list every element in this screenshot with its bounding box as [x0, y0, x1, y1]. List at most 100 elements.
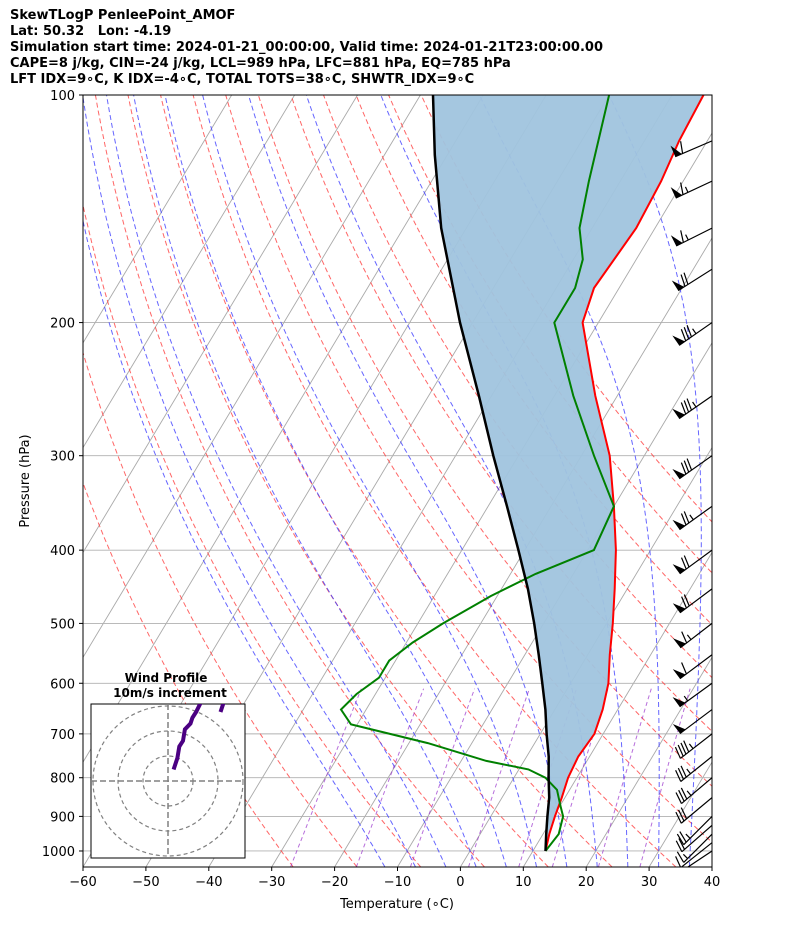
wind-barb-feather: [677, 767, 685, 780]
wind-barb-staff: [678, 455, 712, 480]
wind-barb: [674, 733, 712, 759]
wind-barb-staff: [683, 815, 712, 846]
chart-title: SkewTLogP PenleePoint_AMOF: [10, 8, 236, 23]
dry-adiabat-line: [257, 95, 712, 787]
wind-barb-feather: [686, 458, 693, 471]
indices-line-2: LFT IDX=9∘C, K IDX=-4∘C, TOTAL TOTS=38∘C…: [10, 72, 475, 87]
wind-barb-half-feather: [685, 833, 691, 839]
dry-adiabat-line: [388, 95, 712, 574]
moist-adiabat-line: [248, 95, 568, 867]
wind-barb-staff: [681, 824, 712, 853]
location-line: Lat: 50.32 Lon: -4.19: [10, 24, 172, 39]
wind-barb-flag: [672, 638, 686, 648]
moist-adiabat-line: [106, 95, 447, 867]
wind-barb-staff: [681, 777, 712, 805]
isotherm-line: [711, 866, 712, 867]
wind-barb: [675, 842, 712, 867]
hodograph-trace: [171, 704, 226, 771]
wind-barb-half-feather: [692, 328, 697, 335]
y-tick-label: 200: [50, 317, 75, 332]
wind-barb-half-feather: [682, 853, 689, 859]
wind-barb-half-feather: [692, 401, 697, 408]
wind-barb-staff: [680, 733, 712, 759]
wind-barb-flag: [670, 187, 683, 199]
wind-barb: [677, 850, 712, 867]
y-tick-label: 100: [50, 89, 75, 104]
x-tick-label: −30: [258, 875, 285, 890]
dry-adiabat-line: [225, 95, 712, 843]
wind-barb: [676, 815, 712, 846]
isotherm-line: [83, 95, 358, 554]
wind-barb-flag: [672, 697, 686, 707]
wind-barb-feather: [683, 594, 690, 607]
hodograph-title: Wind Profile: [125, 671, 208, 685]
isotherm-line: [648, 761, 712, 867]
moist-adiabat-line: [164, 95, 507, 867]
moist-adiabat-line: [83, 95, 416, 867]
wind-barb-feather: [680, 274, 686, 287]
wind-barb: [675, 777, 712, 805]
wind-barb-staff: [679, 549, 712, 575]
wind-barb-feather: [681, 596, 687, 609]
wind-barb: [672, 395, 712, 420]
wind-barb-flag: [672, 335, 685, 346]
wind-barb-half-feather: [685, 234, 689, 241]
wind-barb: [672, 682, 712, 708]
wind-barb: [672, 549, 712, 575]
wind-barb-staff: [679, 622, 712, 649]
y-tick-label: 800: [50, 772, 75, 787]
wind-barb-feather: [680, 765, 687, 778]
wind-barb-feather: [683, 327, 690, 340]
parcel-profile-line: [431, 95, 551, 852]
wind-barb-feather: [680, 462, 687, 475]
wind-barb-feather: [681, 662, 687, 675]
axis-ticks: −60 −50 −40 −30 −20 −10 0 10 20 30 40 100 200 300 400 5…: [42, 89, 720, 890]
wind-barb-half-feather: [689, 514, 694, 521]
wind-barb-staff: [680, 797, 712, 824]
wind-barb-staff: [679, 682, 712, 708]
wind-barb-feather: [680, 329, 687, 342]
wind-barb: [672, 654, 712, 680]
wind-barb-feather: [680, 230, 684, 243]
wind-barb-flag: [670, 235, 683, 247]
y-tick-label: 600: [50, 677, 75, 692]
wind-barb-feather: [686, 398, 693, 411]
isotherm-line: [83, 95, 421, 659]
wind-barb: [670, 227, 712, 247]
wind-barb-feather: [683, 555, 690, 568]
wind-barb-feather: [680, 513, 687, 526]
wind-barb-feather: [680, 182, 684, 195]
dry-adiabat-line: [127, 95, 549, 867]
wind-barb-feather: [675, 811, 682, 824]
wind-barb-feather: [680, 402, 687, 415]
hodograph-plot: [91, 704, 245, 858]
moist-adiabat-line: [83, 218, 386, 867]
dry-adiabat-line: [83, 202, 422, 867]
dry-adiabat-line: [94, 95, 485, 867]
y-tick-label: 900: [50, 810, 75, 825]
wind-barb: [671, 268, 712, 292]
dry-adiabat-line: [192, 95, 677, 867]
wind-barb-flag: [672, 564, 686, 574]
wind-barb: [676, 833, 712, 863]
moist-adiabat-line: [202, 95, 538, 867]
wind-barb-staff: [679, 709, 712, 735]
cape-shaded-region: [433, 95, 704, 851]
wind-barb-feather: [674, 746, 681, 759]
wind-barb-half-feather: [683, 695, 689, 702]
wind-barb-staff: [680, 756, 712, 782]
x-tick-label: 40: [704, 875, 721, 890]
wind-barb: [672, 588, 712, 614]
wind-barb-feather: [683, 511, 690, 524]
x-tick-label: 30: [641, 875, 658, 890]
wind-barb-flag: [672, 519, 686, 530]
wind-barb: [670, 180, 712, 199]
wind-barb-flag: [672, 669, 686, 679]
x-tick-label: −10: [384, 875, 411, 890]
wind-barb-feather: [676, 851, 685, 863]
wind-barb-flag: [670, 145, 682, 157]
x-tick-label: −40: [195, 875, 222, 890]
isotherm-line: [83, 95, 295, 449]
wind-barb-half-feather: [686, 634, 692, 640]
